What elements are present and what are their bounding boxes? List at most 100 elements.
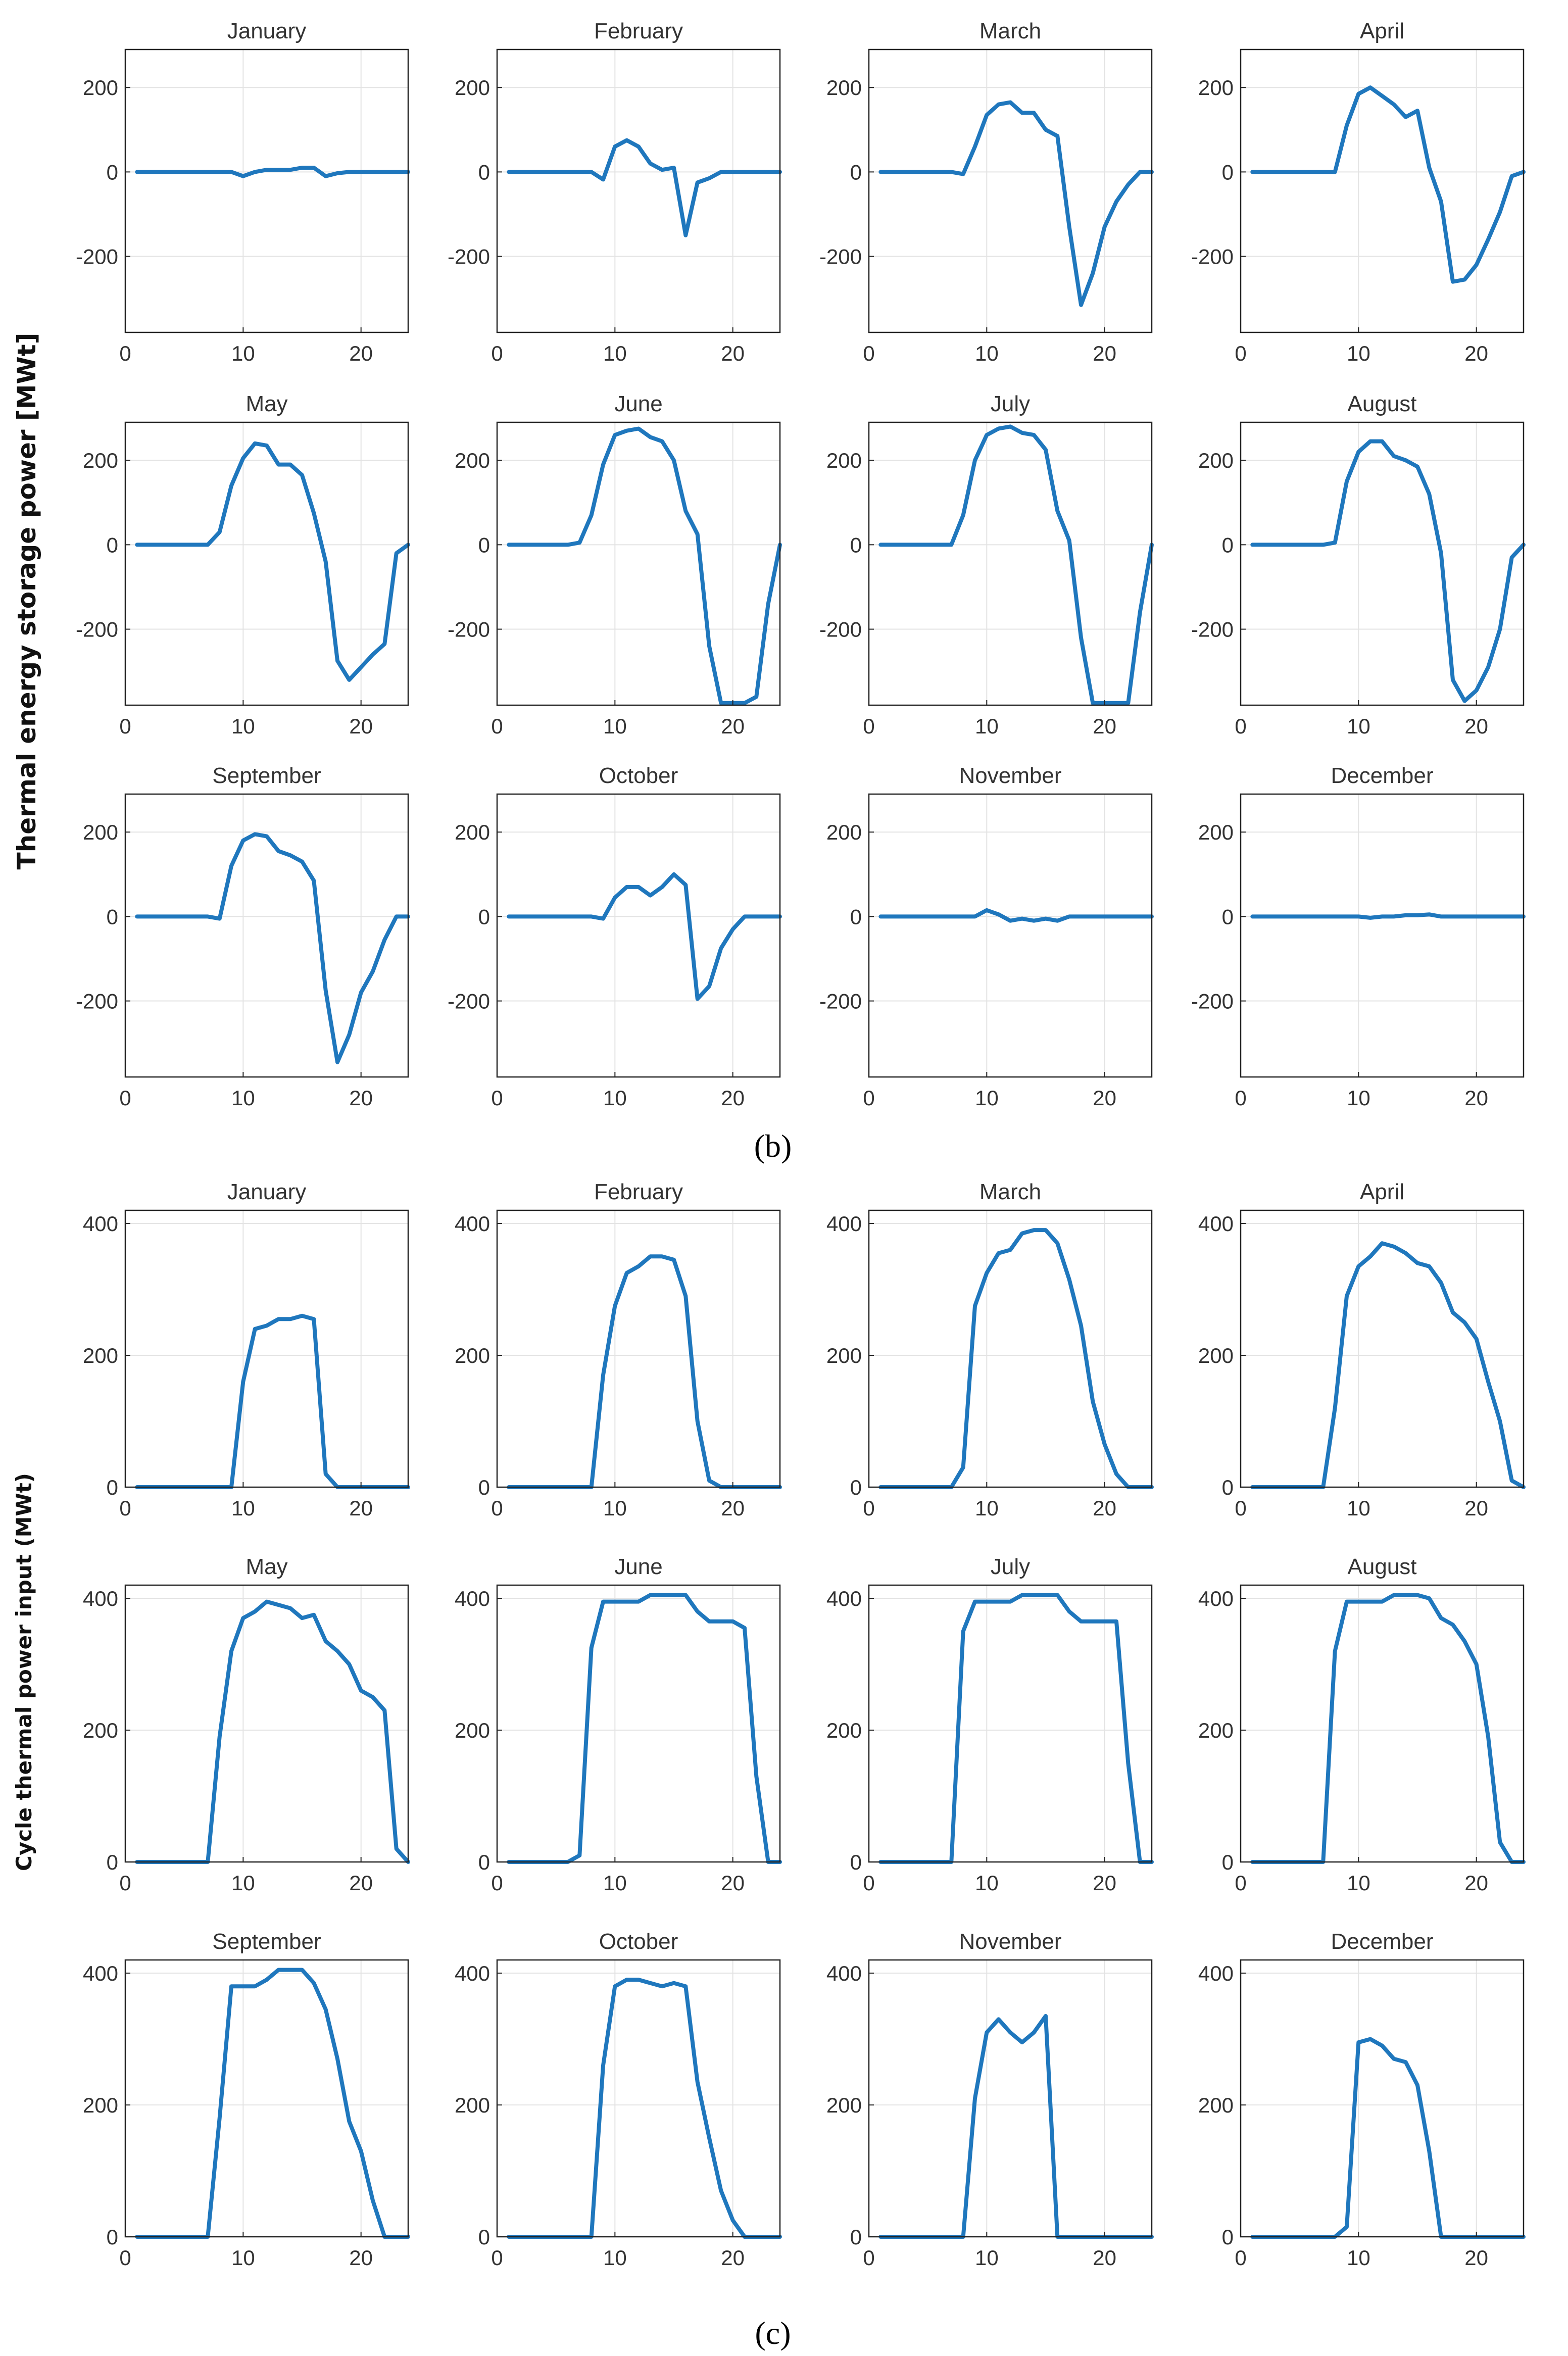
y-tick-label: 400 <box>83 1961 118 1985</box>
x-tick-label: 20 <box>721 341 745 365</box>
y-tick-label: 200 <box>455 449 490 472</box>
subplot-title: March <box>979 19 1041 43</box>
y-tick-label: 0 <box>1222 533 1234 557</box>
plot-frame <box>124 1584 409 1863</box>
panel-b-subplot-july: 0 10 20 -200 0 200 July <box>819 391 1154 738</box>
subplot-title: December <box>1331 763 1434 788</box>
subplot-title: January <box>227 1180 307 1204</box>
panel-b-subplot-december: 0 10 20 -200 0 200 December <box>1191 763 1526 1110</box>
panel-b-subplot-august: 0 10 20 -200 0 200 August <box>1191 391 1526 738</box>
x-tick-label: 20 <box>349 341 373 365</box>
y-tick-label: -200 <box>76 245 118 269</box>
subplot-title: November <box>959 763 1062 788</box>
y-tick-label: -200 <box>448 990 490 1013</box>
x-tick-label: 10 <box>975 1871 999 1895</box>
x-tick-label: 10 <box>975 714 999 738</box>
y-tick-label: 200 <box>83 2093 118 2117</box>
panel-b-subplot-october: 0 10 20 -200 0 200 October <box>448 763 782 1110</box>
y-tick-label: -200 <box>448 245 490 269</box>
y-tick-label: 200 <box>455 76 490 100</box>
plot-frame <box>1240 1584 1525 1863</box>
subplot-title: February <box>594 1180 683 1204</box>
x-tick-label: 20 <box>721 714 745 738</box>
y-tick-label: 200 <box>83 449 118 472</box>
x-tick-label: 0 <box>1235 2246 1246 2270</box>
x-tick-label: 10 <box>231 341 255 365</box>
x-tick-label: 10 <box>603 714 627 738</box>
subplot-title: September <box>212 1929 321 1954</box>
plot-frame <box>124 1959 409 2238</box>
x-tick-label: 20 <box>349 1086 373 1110</box>
x-tick-label: 0 <box>863 341 874 365</box>
x-tick-label: 20 <box>1464 1496 1488 1520</box>
y-tick-label: 200 <box>83 76 118 100</box>
x-tick-label: 20 <box>1464 1871 1488 1895</box>
series-line <box>507 426 782 705</box>
y-tick-label: 400 <box>826 1212 862 1236</box>
x-tick-label: 10 <box>975 2246 999 2270</box>
y-tick-label: 0 <box>107 1850 118 1874</box>
y-tick-label: 400 <box>1198 1587 1234 1610</box>
y-tick-label: 400 <box>83 1587 118 1610</box>
x-tick-label: 20 <box>1093 2246 1116 2270</box>
x-tick-label: 20 <box>349 2246 373 2270</box>
subplot-title: January <box>227 19 307 43</box>
series-line <box>878 100 1154 307</box>
y-tick-label: 200 <box>83 1344 118 1367</box>
series-line <box>135 832 410 1064</box>
y-tick-label: 200 <box>826 449 862 472</box>
subplot-title: September <box>212 763 321 788</box>
x-tick-label: 0 <box>119 341 131 365</box>
x-tick-label: 0 <box>863 2246 874 2270</box>
x-tick-label: 10 <box>231 714 255 738</box>
series-line <box>507 138 782 237</box>
x-tick-label: 10 <box>1347 341 1370 365</box>
x-tick-label: 0 <box>863 1086 874 1110</box>
subplot-title: July <box>991 391 1030 416</box>
x-tick-label: 20 <box>1093 1871 1116 1895</box>
x-tick-label: 10 <box>1347 714 1370 738</box>
panel-b-subplot-april: 0 10 20 -200 0 200 April <box>1191 19 1526 365</box>
x-tick-label: 20 <box>721 2246 745 2270</box>
y-tick-label: 0 <box>850 1476 862 1499</box>
x-tick-label: 0 <box>119 714 131 738</box>
subplot-title: February <box>594 19 683 43</box>
y-tick-label: 200 <box>1198 1719 1234 1742</box>
x-tick-label: 0 <box>491 1871 503 1895</box>
plot-frame <box>1240 1959 1525 2238</box>
y-tick-label: 400 <box>83 1212 118 1236</box>
y-tick-label: 200 <box>83 1719 118 1742</box>
plot-frame <box>124 1209 409 1488</box>
x-tick-label: 10 <box>603 1086 627 1110</box>
y-tick-label: -200 <box>1191 245 1234 269</box>
subplot-title: October <box>599 763 678 788</box>
plot-frame <box>496 421 781 706</box>
x-tick-label: 0 <box>1235 714 1246 738</box>
x-tick-label: 10 <box>1347 2246 1370 2270</box>
plot-frame <box>496 793 781 1078</box>
y-tick-label: -200 <box>819 618 862 642</box>
y-tick-label: 200 <box>826 820 862 844</box>
series-line <box>878 908 1154 923</box>
subplot-title: June <box>614 391 662 416</box>
x-tick-label: 0 <box>1235 1871 1246 1895</box>
panel-b-label: (b) <box>754 1128 792 1164</box>
subplot-title: November <box>959 1929 1062 1954</box>
y-tick-label: 0 <box>850 160 862 184</box>
subplot-title: August <box>1348 391 1417 416</box>
plot-frame <box>496 1584 781 1863</box>
x-tick-label: 20 <box>349 1496 373 1520</box>
y-tick-label: 0 <box>478 533 490 557</box>
x-tick-label: 10 <box>975 341 999 365</box>
plot-frame <box>496 48 781 333</box>
subplot-title: March <box>979 1180 1041 1204</box>
x-tick-label: 10 <box>603 341 627 365</box>
plot-frame <box>496 1959 781 2238</box>
x-tick-label: 20 <box>1464 2246 1488 2270</box>
